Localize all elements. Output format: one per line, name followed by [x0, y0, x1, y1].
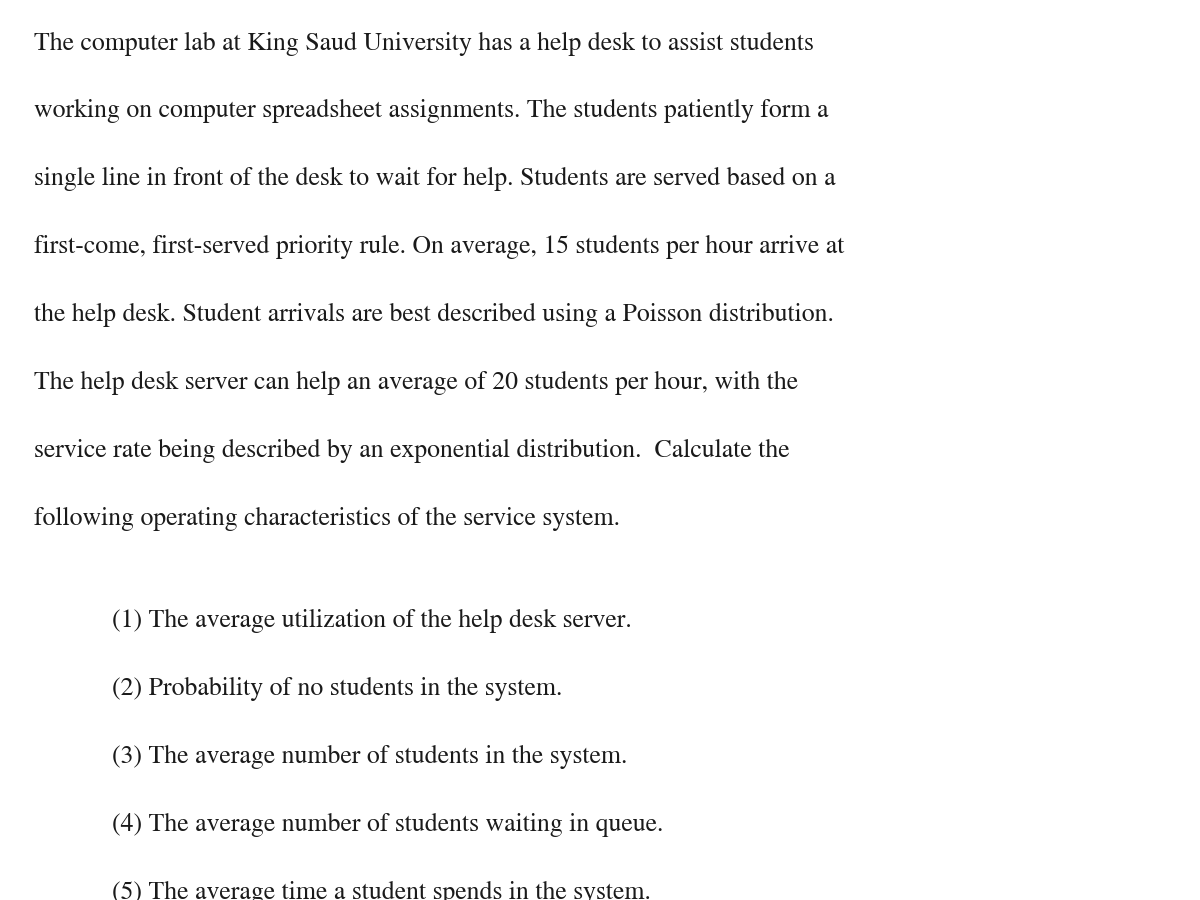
Text: (4) The average number of students waiting in queue.: (4) The average number of students waiti…: [112, 814, 662, 837]
Text: first-come, first-served priority rule. On average, 15 students per hour arrive : first-come, first-served priority rule. …: [34, 236, 844, 259]
Text: service rate being described by an exponential distribution.  Calculate the: service rate being described by an expon…: [34, 439, 790, 464]
Text: working on computer spreadsheet assignments. The students patiently form a: working on computer spreadsheet assignme…: [34, 100, 828, 123]
Text: the help desk. Student arrivals are best described using a Poisson distribution.: the help desk. Student arrivals are best…: [34, 303, 834, 328]
Text: single line in front of the desk to wait for help. Students are served based on : single line in front of the desk to wait…: [34, 167, 835, 192]
Text: (1) The average utilization of the help desk server.: (1) The average utilization of the help …: [112, 609, 631, 634]
Text: following operating characteristics of the service system.: following operating characteristics of t…: [34, 508, 619, 531]
Text: (5) The average time a student spends in the system.: (5) The average time a student spends in…: [112, 881, 650, 900]
Text: The help desk server can help an average of 20 students per hour, with the: The help desk server can help an average…: [34, 372, 798, 395]
Text: (2) Probability of no students in the system.: (2) Probability of no students in the sy…: [112, 678, 562, 701]
Text: The computer lab at King Saud University has a help desk to assist students: The computer lab at King Saud University…: [34, 32, 814, 56]
Text: (3) The average number of students in the system.: (3) The average number of students in th…: [112, 745, 626, 770]
